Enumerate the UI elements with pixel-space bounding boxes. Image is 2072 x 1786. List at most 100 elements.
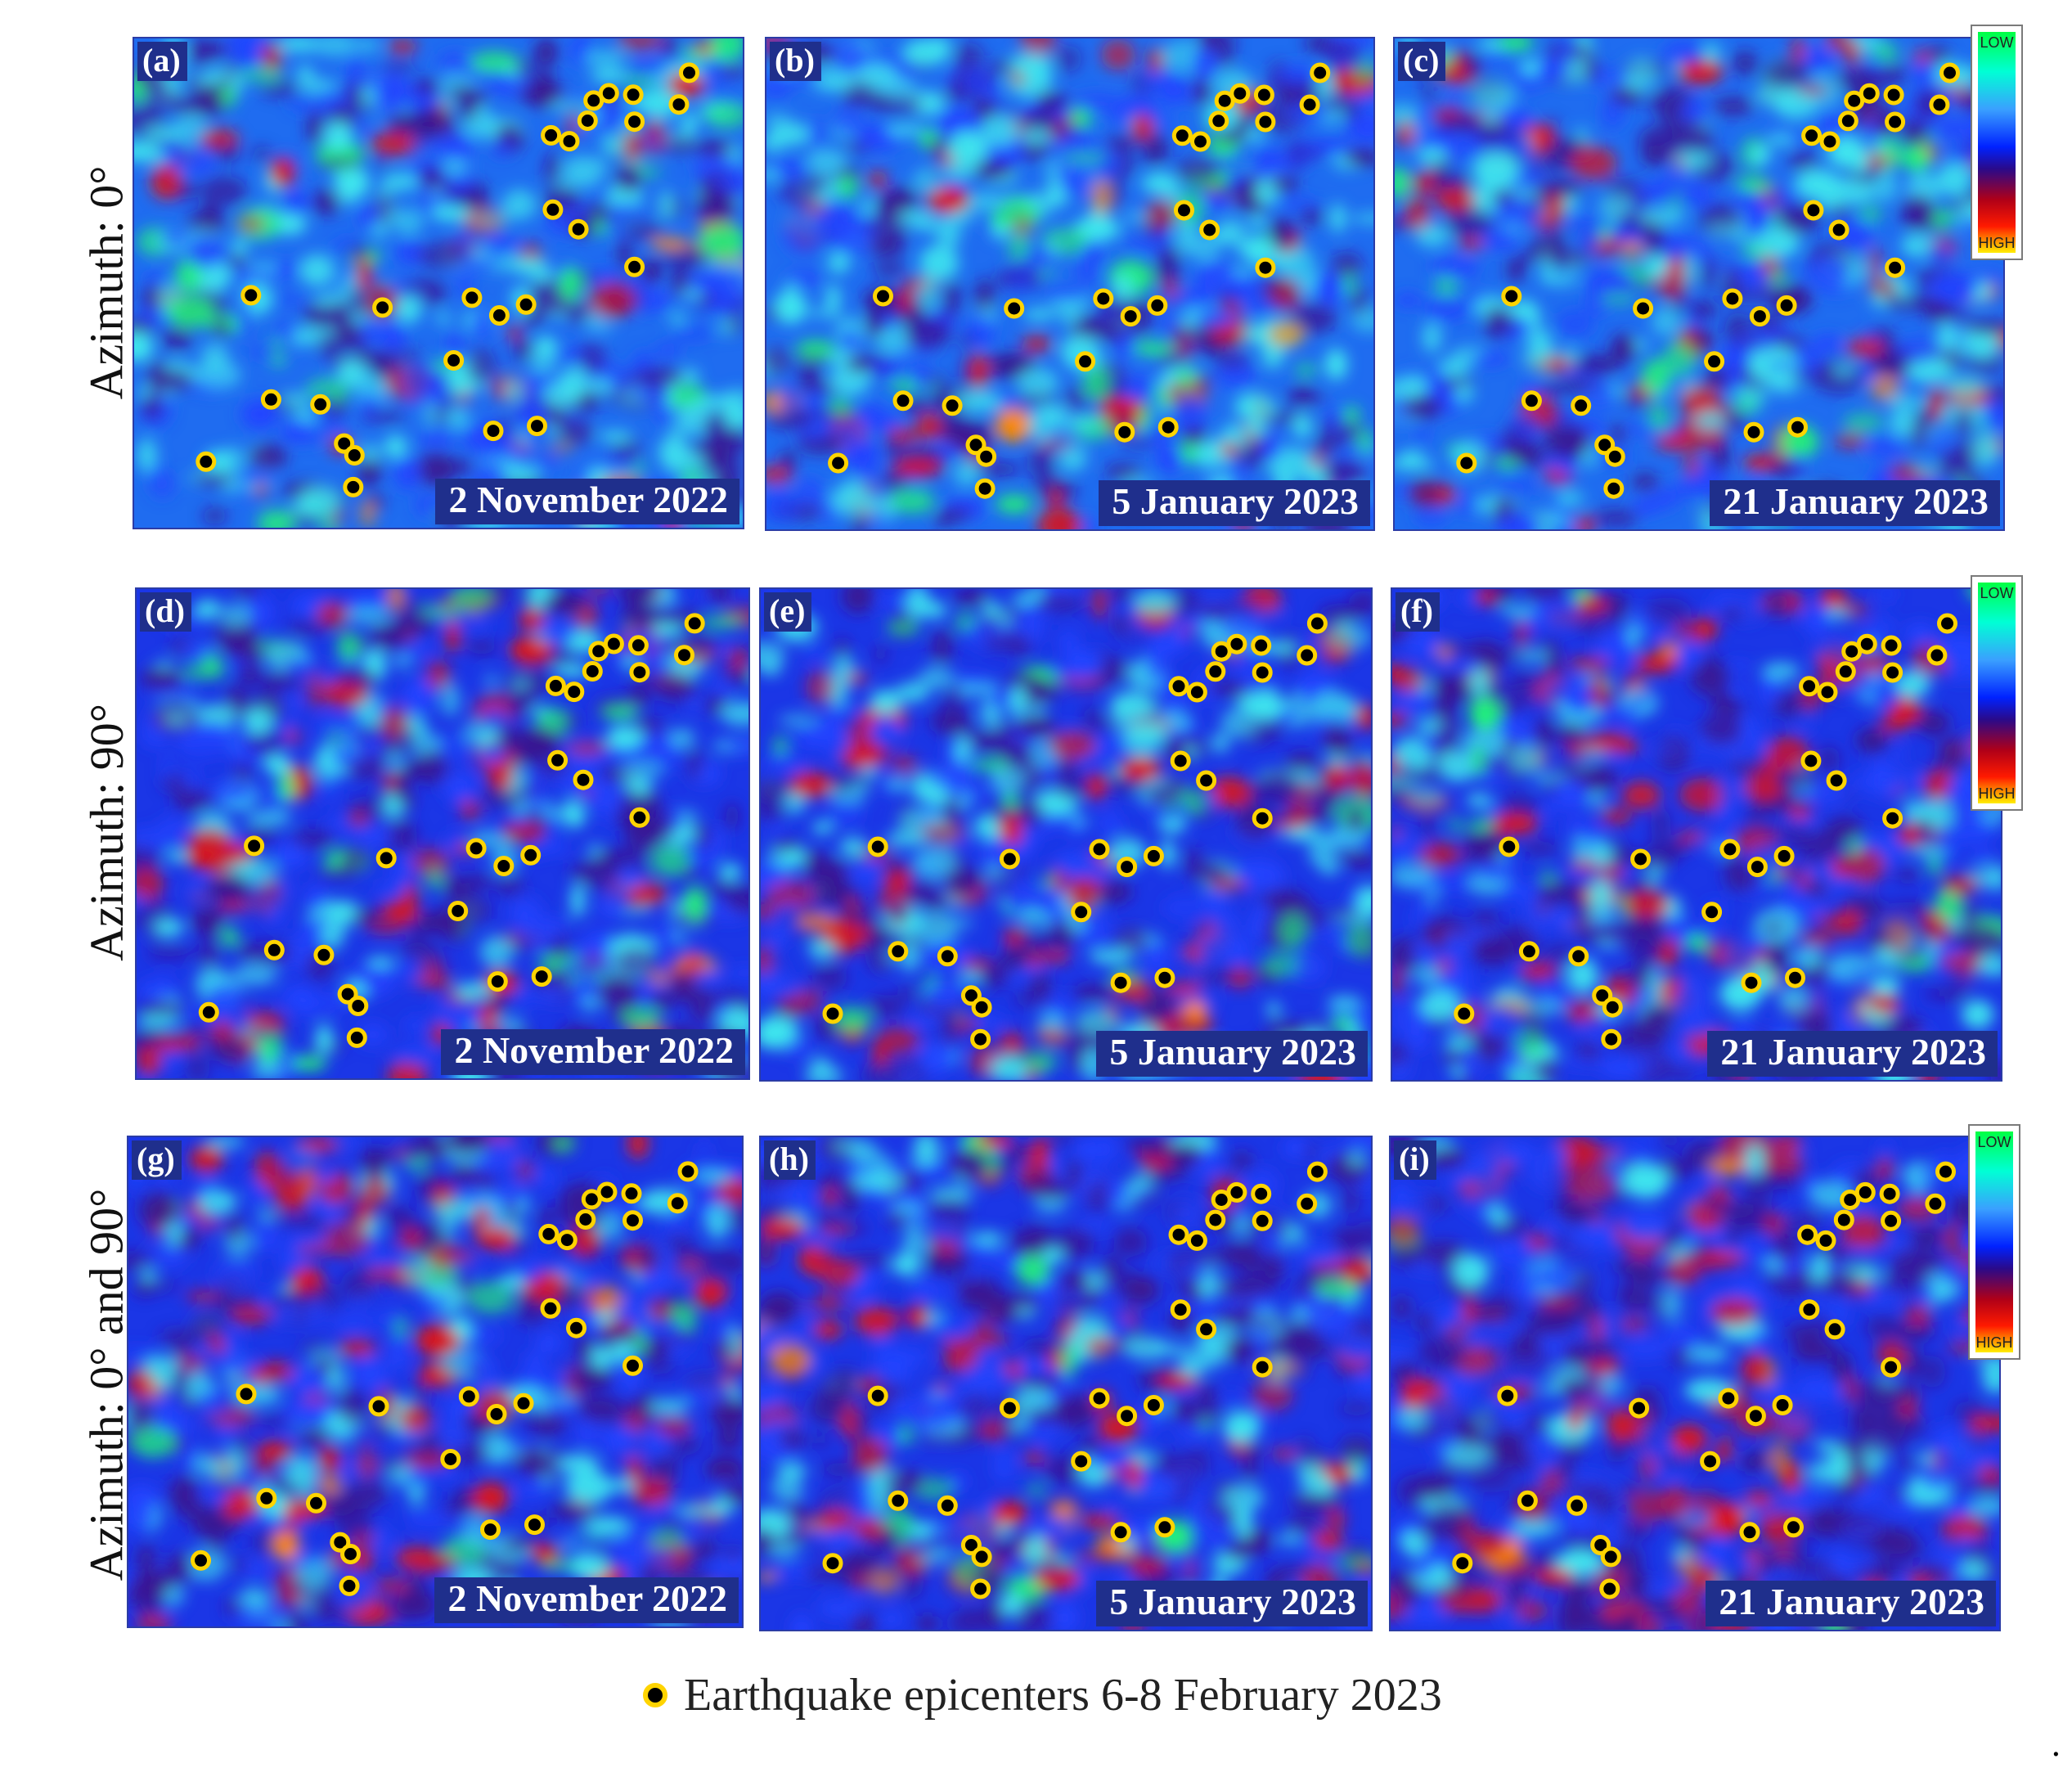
epicenter-marker <box>1521 390 1542 412</box>
epicenter-marker <box>1828 219 1850 241</box>
epicenter-marker <box>1147 295 1168 316</box>
panel-date: 21 January 2023 <box>1707 1030 1998 1077</box>
anomaly-map <box>137 589 748 1078</box>
epicenter-marker <box>1817 682 1838 703</box>
map-panel-h: (h) 5 January 2023 <box>759 1136 1373 1631</box>
epicenter-marker <box>540 1298 561 1319</box>
epicenter-marker <box>667 1193 688 1214</box>
epicenter-marker <box>1882 662 1903 683</box>
epicenter-marker <box>629 662 650 683</box>
epicenter-marker <box>1799 676 1820 697</box>
panel-date: 2 November 2022 <box>434 1577 739 1623</box>
epicenter-marker <box>1800 750 1822 772</box>
epicenter-marker <box>1071 902 1092 923</box>
epicenter-marker <box>1075 351 1096 372</box>
epicenter-marker <box>493 856 515 876</box>
epicenter-marker <box>1252 1210 1273 1231</box>
epicenter-marker <box>577 110 598 131</box>
epicenter-marker <box>263 939 285 960</box>
epicenter-marker <box>1117 1406 1138 1427</box>
colorbar-gradient <box>1978 32 2016 253</box>
epicenter-marker <box>1885 257 1906 278</box>
epicenter-marker <box>1883 84 1904 106</box>
anomaly-map <box>761 1137 1371 1630</box>
epicenter-marker <box>343 476 364 497</box>
epicenter-marker <box>1700 1451 1721 1472</box>
epicenter-marker <box>541 124 562 146</box>
panel-tag: (f) <box>1396 592 1440 632</box>
epicenter-marker <box>873 286 893 307</box>
epicenter-marker <box>937 946 958 967</box>
epicenter-marker <box>198 1001 219 1023</box>
epicenter-marker <box>1211 1190 1232 1210</box>
panel-tag: (e) <box>764 592 812 632</box>
epicenter-marker <box>348 996 369 1016</box>
epicenter-marker <box>1776 295 1797 316</box>
epicenter-marker <box>1517 1490 1538 1511</box>
panel-tag: (g) <box>132 1140 182 1180</box>
epicenter-marker <box>443 350 465 371</box>
epicenter-marker <box>1803 200 1824 221</box>
epicenter-marker <box>1154 967 1175 988</box>
colorbar-gradient <box>1978 583 2016 803</box>
epicenter-marker <box>1205 1209 1226 1230</box>
epicenter-marker <box>1252 1356 1273 1378</box>
epicenter-marker <box>1743 421 1764 443</box>
epicenter-marker <box>596 1181 618 1203</box>
epicenter-marker <box>1170 750 1191 772</box>
epicenter-marker <box>1456 452 1477 474</box>
epicenter-marker <box>937 1495 958 1516</box>
epicenter-marker <box>1739 1522 1760 1543</box>
map-panel-b: (b) 5 January 2023 <box>765 37 1375 531</box>
epicenter-marker <box>1117 857 1138 878</box>
epicenter-marker <box>1174 200 1194 221</box>
epicenter-marker <box>1190 131 1211 152</box>
epicenter-marker <box>575 1209 596 1230</box>
epicenter-marker <box>1815 1230 1836 1251</box>
panel-date: 5 January 2023 <box>1096 1580 1368 1626</box>
epicenter-marker <box>447 901 469 921</box>
epicenter-marker <box>627 635 649 656</box>
epicenter-marker <box>970 1578 991 1599</box>
epicenter-marker <box>684 613 705 634</box>
epicenter-marker <box>822 1553 843 1574</box>
epicenter-marker <box>339 1575 360 1596</box>
epicenter-marker <box>306 1492 326 1514</box>
epicenter-marker <box>1186 682 1207 703</box>
epicenter-marker <box>1718 1388 1739 1409</box>
colorbar-row1: LOW HIGH <box>1971 25 2023 260</box>
epicenter-marker <box>375 848 397 869</box>
map-panel-f: (f) 21 January 2023 <box>1391 587 2002 1082</box>
epicenter-marker <box>1929 94 1950 115</box>
epicenter-marker <box>556 1230 578 1251</box>
epicenter-marker <box>1252 662 1273 683</box>
epicenter-marker <box>191 1550 211 1571</box>
epicenter-marker <box>340 1544 361 1564</box>
anomaly-map <box>1392 589 2001 1080</box>
epicenter-marker <box>1186 1230 1207 1251</box>
epicenter-marker <box>1881 1210 1902 1231</box>
epicenter-marker <box>603 633 624 655</box>
epicenter-marker <box>1120 306 1141 327</box>
epicenter-marker <box>1454 1003 1475 1024</box>
epicenter-marker <box>1566 1495 1588 1516</box>
epicenter-marker <box>1701 902 1723 923</box>
epicenter-marker <box>867 836 888 857</box>
epicenter-marker <box>440 1449 461 1469</box>
anomaly-map <box>128 1137 742 1626</box>
epicenter-marker <box>1226 633 1247 655</box>
epicenter-marker <box>1939 62 1960 83</box>
panel-tag: (i) <box>1394 1140 1436 1180</box>
epicenter-marker <box>822 1003 843 1024</box>
epicenter-marker <box>1499 836 1520 857</box>
epicenter-marker <box>1306 1161 1328 1182</box>
map-panel-c: (c) 21 January 2023 <box>1393 37 2005 531</box>
epicenter-marker <box>622 1355 643 1376</box>
epicenter-marker <box>1170 1299 1191 1320</box>
colorbar-low-label: LOW <box>1980 585 2014 601</box>
epicenter-marker <box>244 835 265 857</box>
epicenter-marker <box>677 1161 699 1182</box>
epicenter-marker <box>1797 1224 1818 1245</box>
map-panel-e: (e) 5 January 2023 <box>759 587 1373 1082</box>
epicenter-marker <box>1785 967 1805 988</box>
